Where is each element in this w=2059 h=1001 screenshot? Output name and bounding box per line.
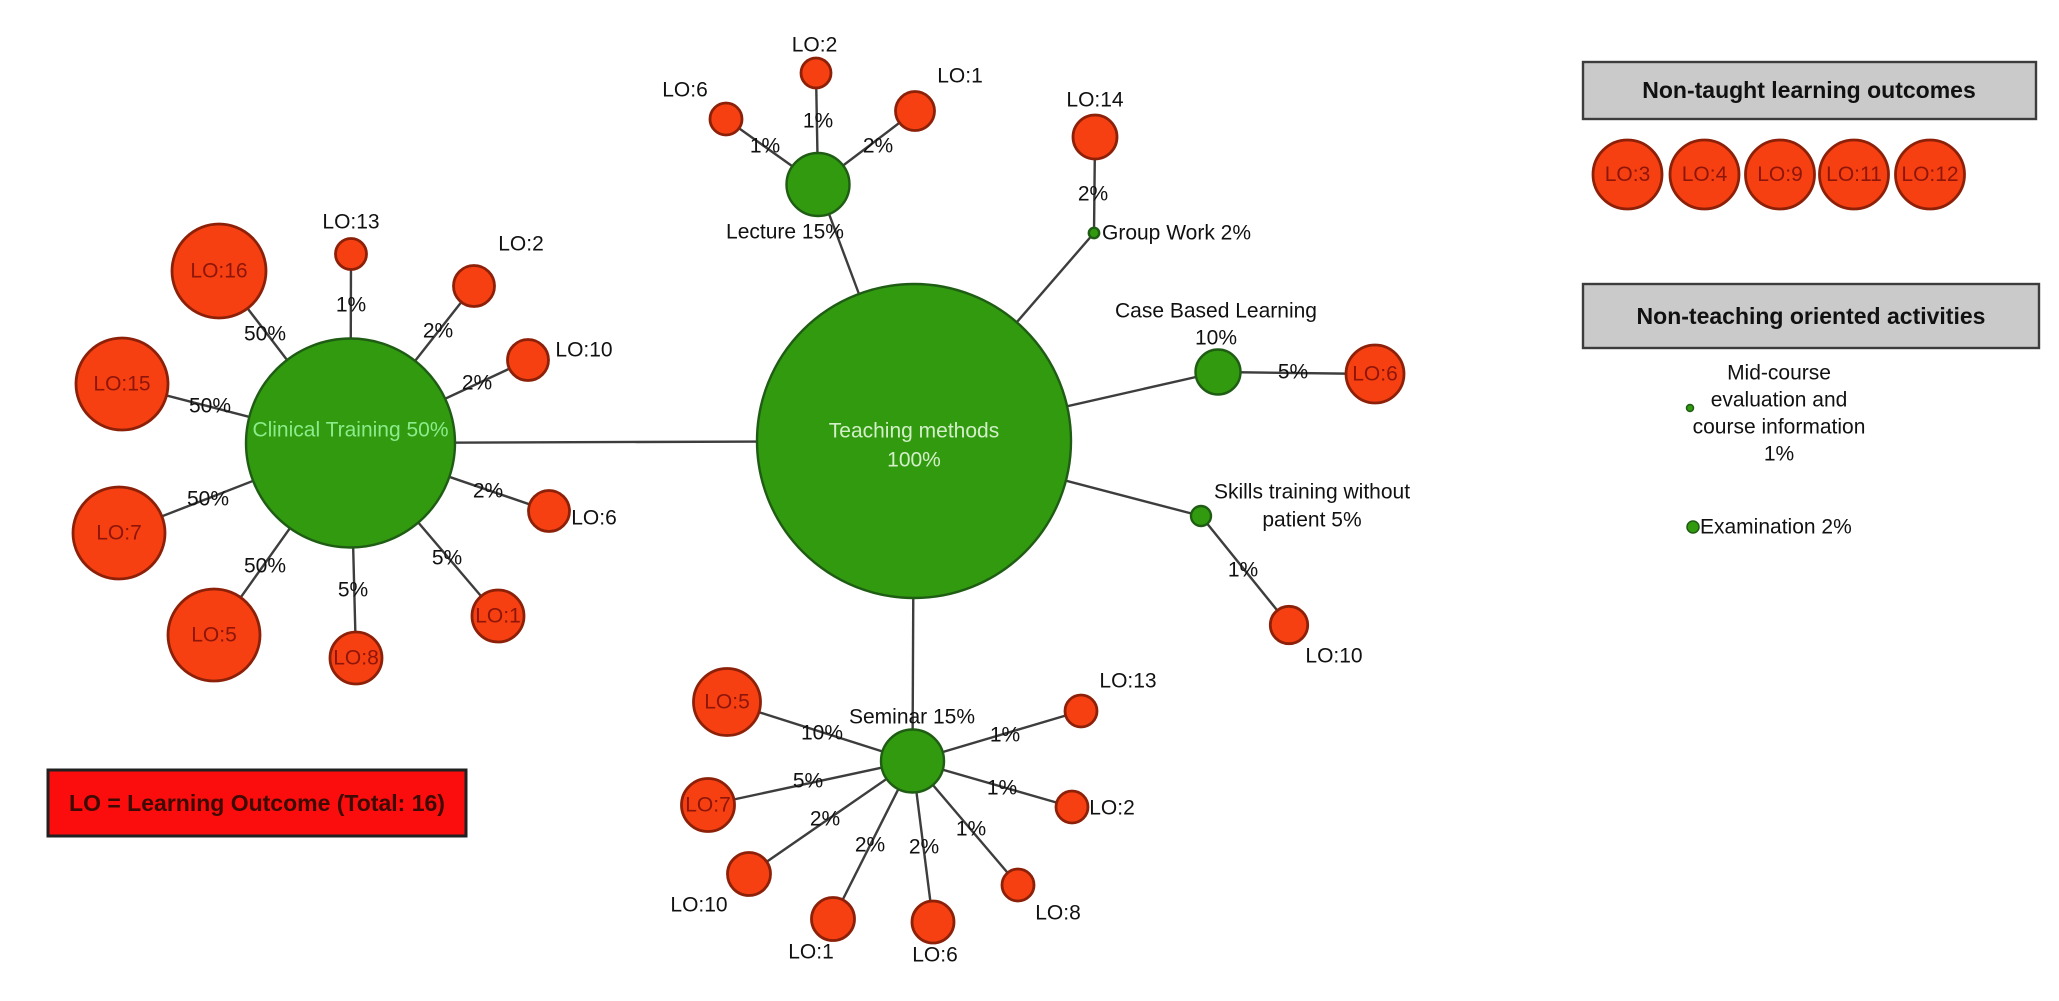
svg-text:1%: 1% (1228, 559, 1258, 582)
svg-text:2%: 2% (909, 836, 939, 859)
svg-text:LO:15: LO:15 (93, 373, 150, 396)
svg-text:5%: 5% (338, 579, 368, 602)
svg-text:LO:6: LO:6 (1352, 363, 1398, 386)
svg-text:LO:8: LO:8 (1035, 902, 1081, 925)
svg-text:100%: 100% (887, 449, 941, 472)
svg-text:LO:9: LO:9 (1757, 163, 1803, 186)
svg-text:course information: course information (1693, 416, 1866, 439)
svg-text:LO:5: LO:5 (704, 691, 750, 714)
svg-text:LO:11: LO:11 (1826, 163, 1882, 186)
svg-text:Seminar 15%: Seminar 15% (849, 706, 975, 729)
svg-text:2%: 2% (462, 372, 492, 395)
svg-text:LO:4: LO:4 (1682, 163, 1728, 186)
svg-text:Non-teaching oriented activiti: Non-teaching oriented activities (1637, 303, 1986, 329)
svg-text:LO:7: LO:7 (685, 794, 731, 817)
svg-text:LO:10: LO:10 (1305, 645, 1362, 668)
svg-text:5%: 5% (432, 547, 462, 570)
svg-text:2%: 2% (855, 834, 885, 857)
svg-text:Mid-course: Mid-course (1727, 362, 1831, 385)
svg-text:10%: 10% (801, 722, 843, 745)
svg-text:50%: 50% (189, 395, 231, 418)
svg-text:LO:1: LO:1 (788, 941, 834, 964)
svg-text:50%: 50% (244, 555, 286, 578)
svg-text:1%: 1% (336, 294, 366, 317)
svg-text:LO:5: LO:5 (191, 624, 237, 647)
svg-text:1%: 1% (803, 110, 833, 133)
svg-text:LO:2: LO:2 (498, 233, 544, 256)
svg-text:Lecture 15%: Lecture 15% (726, 221, 844, 244)
svg-text:5%: 5% (793, 770, 823, 793)
svg-text:Clinical Training 50%: Clinical Training 50% (252, 419, 448, 442)
svg-text:Examination 2%: Examination 2% (1700, 516, 1852, 539)
svg-text:2%: 2% (810, 808, 840, 831)
svg-text:1%: 1% (956, 818, 986, 841)
svg-text:LO:8: LO:8 (333, 647, 379, 670)
svg-text:1%: 1% (987, 777, 1017, 800)
svg-text:LO:1: LO:1 (475, 605, 521, 628)
svg-text:2%: 2% (473, 480, 503, 503)
svg-text:LO:10: LO:10 (670, 894, 727, 917)
svg-text:LO:7: LO:7 (96, 522, 142, 545)
svg-text:LO:2: LO:2 (1089, 797, 1135, 820)
svg-text:1%: 1% (1764, 443, 1794, 466)
svg-text:2%: 2% (423, 320, 453, 343)
svg-text:1%: 1% (750, 135, 780, 158)
svg-text:LO:10: LO:10 (555, 339, 612, 362)
svg-text:2%: 2% (863, 135, 893, 158)
svg-text:LO:6: LO:6 (571, 507, 617, 530)
svg-text:Case Based Learning: Case Based Learning (1115, 300, 1317, 323)
svg-text:LO:14: LO:14 (1066, 89, 1124, 112)
svg-text:LO:6: LO:6 (662, 79, 708, 102)
svg-text:2%: 2% (1078, 183, 1108, 206)
svg-text:LO:13: LO:13 (1099, 670, 1156, 693)
svg-text:Non-taught learning outcomes: Non-taught learning outcomes (1642, 77, 1976, 103)
svg-text:50%: 50% (187, 488, 229, 511)
svg-text:LO:2: LO:2 (792, 34, 838, 57)
svg-text:LO:3: LO:3 (1605, 163, 1651, 186)
svg-text:Teaching methods: Teaching methods (829, 420, 999, 443)
svg-text:Skills training without: Skills training without (1214, 481, 1410, 504)
svg-text:LO:12: LO:12 (1901, 163, 1958, 186)
svg-text:LO = Learning Outcome (Total:: LO = Learning Outcome (Total: 16) (69, 790, 445, 816)
svg-text:LO:6: LO:6 (912, 944, 958, 967)
svg-text:50%: 50% (244, 323, 286, 346)
svg-text:Group Work 2%: Group Work 2% (1102, 222, 1251, 245)
svg-text:patient 5%: patient 5% (1262, 509, 1361, 532)
svg-text:evaluation and: evaluation and (1711, 389, 1848, 412)
svg-text:5%: 5% (1278, 361, 1308, 384)
svg-text:LO:1: LO:1 (937, 65, 983, 88)
svg-text:LO:16: LO:16 (190, 260, 247, 283)
svg-text:1%: 1% (990, 724, 1020, 747)
svg-text:LO:13: LO:13 (322, 211, 379, 234)
svg-text:10%: 10% (1195, 327, 1237, 350)
